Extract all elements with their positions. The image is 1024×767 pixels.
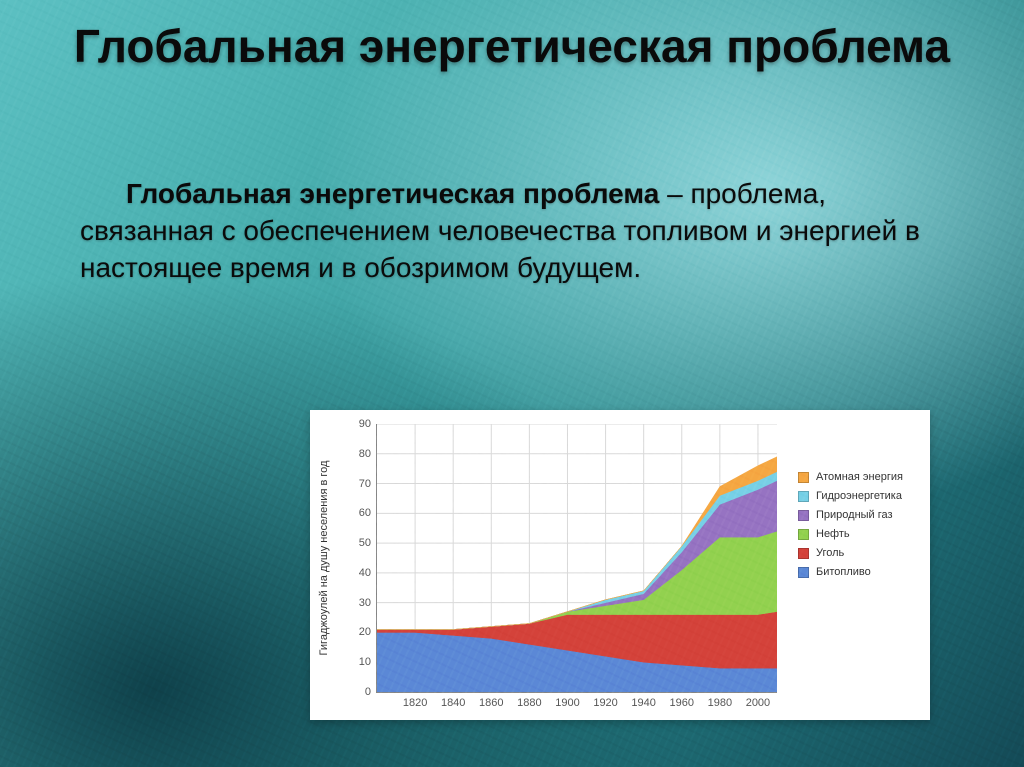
y-tick-label: 30 (359, 597, 371, 609)
legend-item-nuclear: Атомная энергия (798, 471, 903, 483)
x-tick-label: 1900 (555, 697, 579, 709)
y-tick-label: 80 (359, 448, 371, 460)
legend-swatch (798, 491, 809, 502)
x-tick-label: 1980 (708, 697, 732, 709)
x-tick-label: 1960 (670, 697, 694, 709)
legend-swatch (798, 472, 809, 483)
legend-label: Нефть (816, 528, 850, 540)
slide: Глобальная энергетическая проблема Глоба… (0, 0, 1024, 767)
y-tick-label: 70 (359, 478, 371, 490)
legend-swatch (798, 567, 809, 578)
legend-label: Битопливо (816, 566, 871, 578)
energy-chart: Гигаджоулей на душу неселения в год 0102… (310, 410, 930, 720)
definition-text: Глобальная энергетическая проблема – про… (80, 176, 944, 287)
x-tick-label: 1940 (631, 697, 655, 709)
legend-label: Природный газ (816, 509, 893, 521)
x-tick-label: 1860 (479, 697, 503, 709)
y-tick-label: 60 (359, 507, 371, 519)
area-svg (377, 424, 777, 692)
area-oil (377, 531, 777, 629)
y-tick-label: 50 (359, 537, 371, 549)
legend-label: Уголь (816, 547, 844, 559)
legend-swatch (798, 529, 809, 540)
y-tick-label: 40 (359, 567, 371, 579)
legend-label: Атомная энергия (816, 471, 903, 483)
x-tick-label: 1880 (517, 697, 541, 709)
definition-lead: Глобальная энергетическая проблема (126, 178, 659, 209)
x-tick-label: 2000 (746, 697, 770, 709)
y-tick-label: 0 (365, 686, 371, 698)
y-axis-label: Гигаджоулей на душу неселения в год (318, 461, 330, 656)
legend: Атомная энергия Гидроэнергетика Природный … (798, 464, 903, 585)
slide-title: Глобальная энергетическая проблема (0, 22, 1024, 72)
legend-item-coal: Уголь (798, 547, 903, 559)
x-tick-label: 1820 (403, 697, 427, 709)
legend-item-hydro: Гидроэнергетика (798, 490, 903, 502)
y-tick-label: 90 (359, 418, 371, 430)
legend-item-oil: Нефть (798, 528, 903, 540)
legend-item-bio: Битопливо (798, 566, 903, 578)
y-tick-label: 10 (359, 656, 371, 668)
x-tick-label: 1840 (441, 697, 465, 709)
y-tick-label: 20 (359, 626, 371, 638)
legend-item-gas: Природный газ (798, 509, 903, 521)
legend-swatch (798, 510, 809, 521)
plot-area: 0102030405060708090182018401860188019001… (376, 424, 777, 693)
x-tick-label: 1920 (593, 697, 617, 709)
legend-swatch (798, 548, 809, 559)
legend-label: Гидроэнергетика (816, 490, 902, 502)
